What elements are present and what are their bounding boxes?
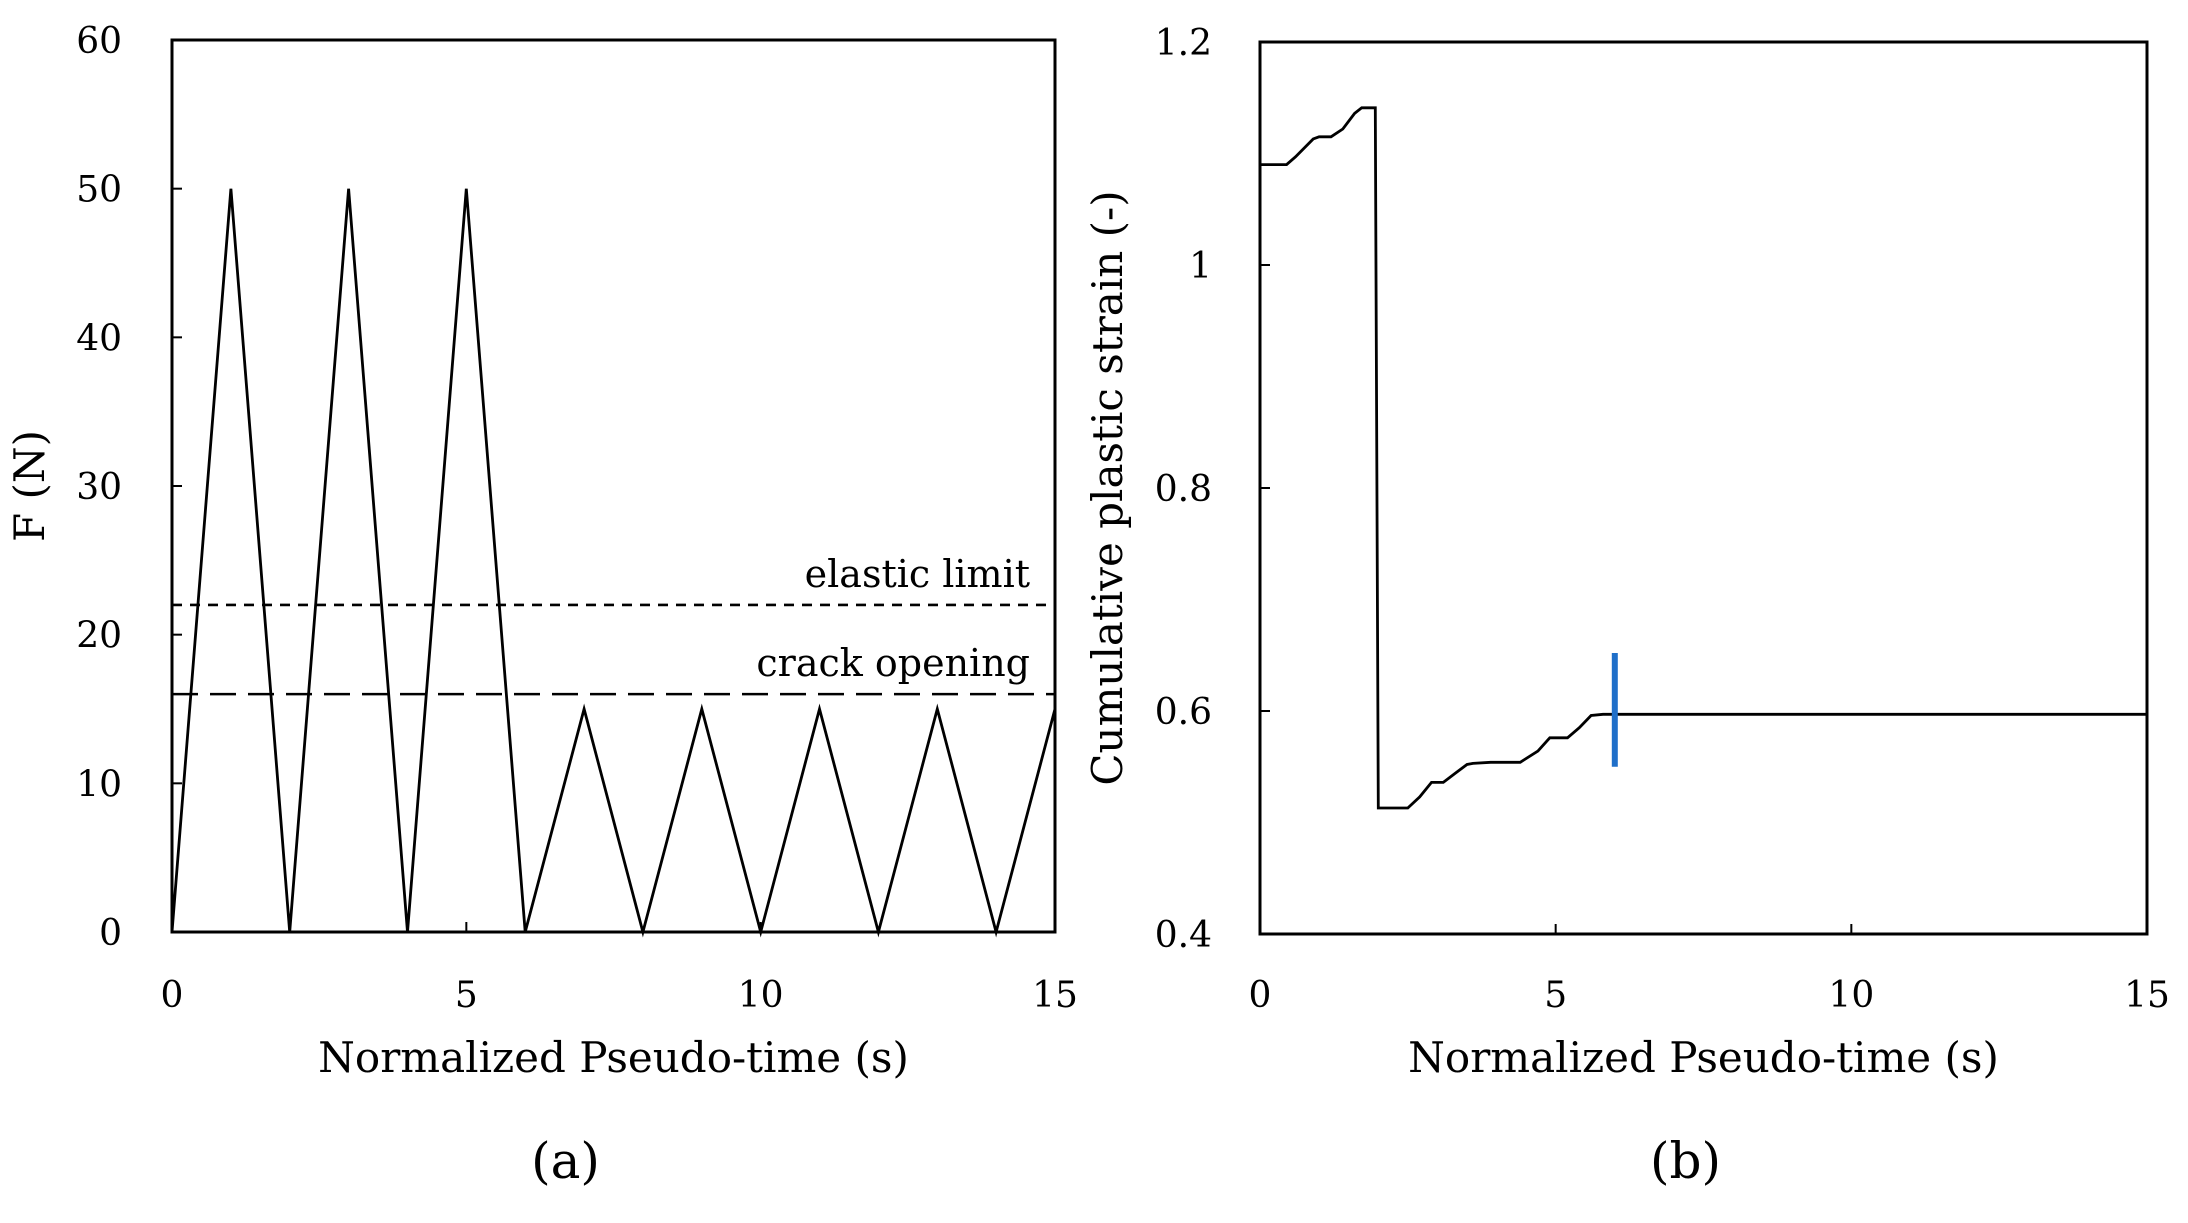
plot-frame: [1258, 40, 2149, 936]
panel-label: (b): [1650, 1132, 1721, 1190]
x-axis-label: Normalized Pseudo-time (s): [1408, 1033, 1999, 1082]
panel-b: 0 5 10 15 0.4 0.6 0.8 1 1.2 Normalized Pseudo-tim…: [1083, 23, 2170, 1190]
y-tick-label: 40: [76, 318, 122, 359]
y-tick-label: 60: [76, 21, 122, 62]
x-tick-label: 10: [738, 975, 784, 1016]
y-tick-label: 1.2: [1155, 23, 1212, 64]
x-tick-label: 15: [2124, 975, 2170, 1016]
series-line: [170, 188, 1057, 938]
y-axis-label: Cumulative plastic strain (-): [1083, 190, 1132, 785]
y-tick-label: 0.6: [1155, 692, 1212, 733]
panel-label: (a): [531, 1132, 600, 1190]
y-tick-label: 10: [76, 764, 122, 805]
x-tick-label: 15: [1032, 975, 1078, 1016]
x-tick-label: 5: [455, 975, 478, 1016]
reference-label-elastic-limit: elastic limit: [805, 552, 1030, 596]
panel-a: 0 5 10 15 0 10 20 30 40 50 60 elastic limit crack op…: [5, 21, 1078, 1190]
plot-frame: [170, 38, 1057, 934]
y-tick-label: 30: [76, 467, 122, 508]
y-tick-label: 0.8: [1155, 469, 1212, 510]
y-tick-label: 1: [1189, 246, 1212, 287]
series-line: [1260, 106, 2147, 810]
y-tick-label: 0.4: [1155, 915, 1212, 956]
x-tick-label: 10: [1828, 975, 1874, 1016]
x-tick-label: 0: [1249, 975, 1272, 1016]
y-axis-label: F (N): [5, 430, 54, 542]
x-tick-label: 5: [1544, 975, 1567, 1016]
reference-label-crack-opening: crack opening: [756, 641, 1030, 685]
x-axis-label: Normalized Pseudo-time (s): [318, 1033, 909, 1082]
x-tick-label: 0: [161, 975, 184, 1016]
y-tick-label: 0: [99, 913, 122, 954]
y-tick-label: 20: [76, 616, 122, 657]
y-tick-label: 50: [76, 170, 122, 211]
